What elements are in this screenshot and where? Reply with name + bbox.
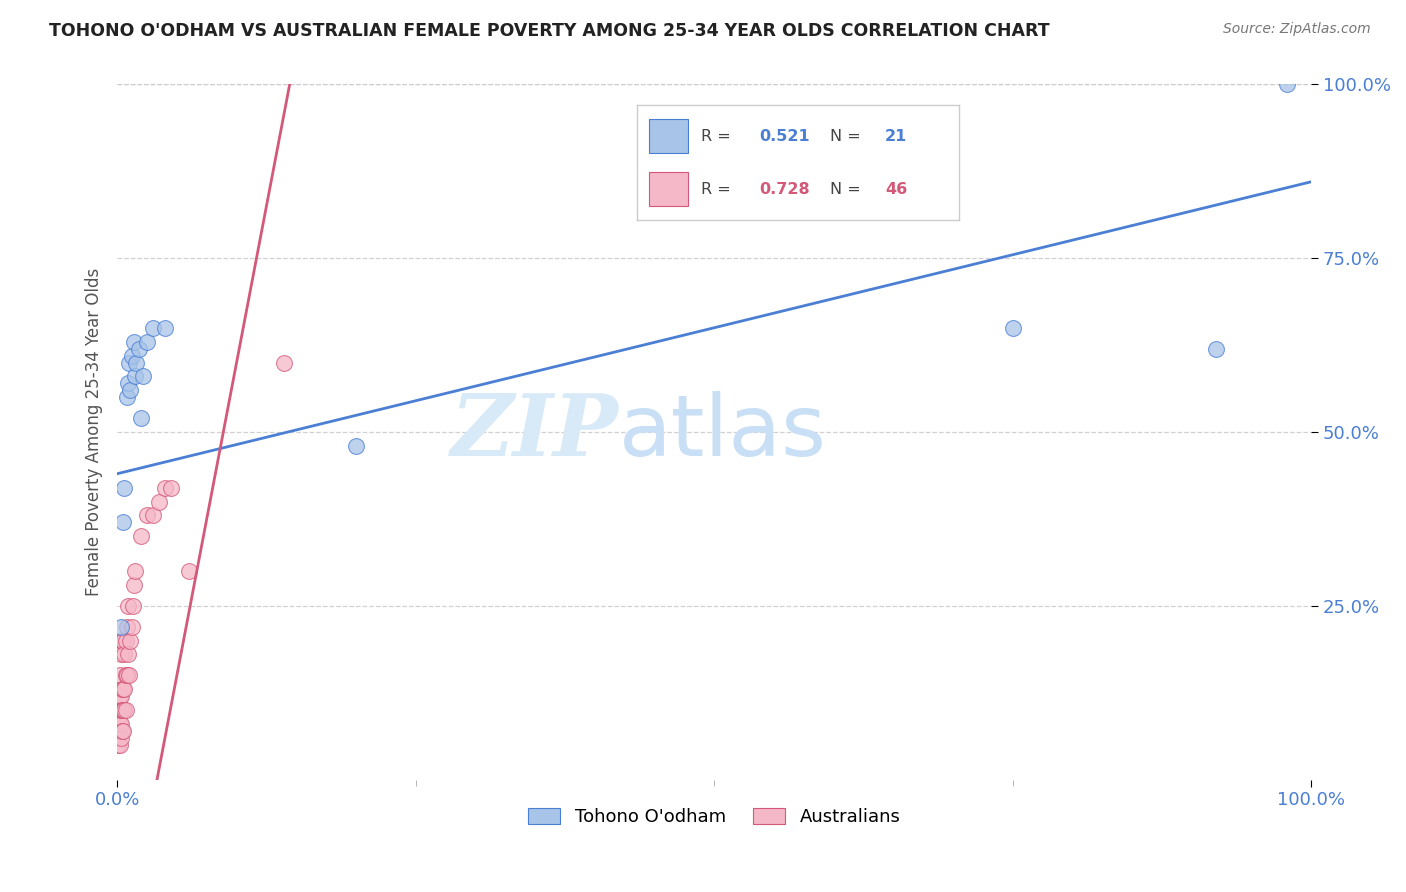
Point [128, 342, 150, 356]
Point [110, 648, 132, 662]
Point [125, 355, 148, 369]
Point [111, 682, 134, 697]
Point [1205, 342, 1227, 356]
Point [107, 738, 129, 752]
Point [115, 390, 138, 404]
Point [122, 334, 145, 349]
Point [117, 648, 139, 662]
Text: ZIP: ZIP [451, 391, 619, 474]
Point [110, 620, 132, 634]
Point [142, 320, 165, 334]
Point [142, 508, 165, 523]
Point [111, 703, 134, 717]
Point [114, 668, 136, 682]
Point [112, 703, 135, 717]
Point [108, 703, 131, 717]
Point [124, 369, 146, 384]
Point [114, 703, 136, 717]
Point [117, 599, 139, 613]
Point [177, 564, 200, 578]
Point [112, 516, 135, 530]
Point [108, 668, 131, 682]
Point [112, 481, 135, 495]
Text: TOHONO O'ODHAM VS AUSTRALIAN FEMALE POVERTY AMONG 25-34 YEAR OLDS CORRELATION CH: TOHONO O'ODHAM VS AUSTRALIAN FEMALE POVE… [49, 22, 1050, 40]
Point [110, 717, 132, 731]
Point [1277, 78, 1299, 92]
Point [121, 599, 143, 613]
Point [273, 355, 295, 369]
Point [112, 633, 135, 648]
Point [112, 682, 135, 697]
Point [136, 508, 159, 523]
Text: Source: ZipAtlas.com: Source: ZipAtlas.com [1223, 22, 1371, 37]
Point [148, 494, 170, 508]
Point [110, 731, 132, 745]
Point [121, 349, 143, 363]
Point [115, 620, 138, 634]
Point [107, 723, 129, 738]
Point [153, 320, 176, 334]
Point [120, 384, 142, 398]
Point [120, 633, 142, 648]
Point [112, 723, 135, 738]
Point [121, 620, 143, 634]
Point [160, 481, 183, 495]
Point [111, 723, 134, 738]
Point [115, 668, 138, 682]
Point [1001, 320, 1024, 334]
Point [112, 682, 135, 697]
Text: atlas: atlas [619, 391, 827, 474]
Point [118, 355, 141, 369]
Point [110, 703, 132, 717]
Point [111, 633, 134, 648]
Point [108, 689, 131, 703]
Point [129, 411, 152, 425]
Point [118, 668, 141, 682]
Point [114, 633, 136, 648]
Point [108, 717, 131, 731]
Point [153, 481, 176, 495]
Point [108, 738, 131, 752]
Point [112, 648, 135, 662]
Point [107, 703, 129, 717]
Point [122, 578, 145, 592]
Point [112, 703, 135, 717]
Y-axis label: Female Poverty Among 25-34 Year Olds: Female Poverty Among 25-34 Year Olds [86, 268, 103, 596]
Point [117, 376, 139, 391]
Point [124, 564, 146, 578]
Point [136, 334, 159, 349]
Point [344, 439, 367, 453]
Point [107, 710, 129, 724]
Point [129, 529, 152, 543]
Point [110, 689, 132, 703]
Legend: Tohono O'odham, Australians: Tohono O'odham, Australians [520, 800, 908, 833]
Point [132, 369, 155, 384]
